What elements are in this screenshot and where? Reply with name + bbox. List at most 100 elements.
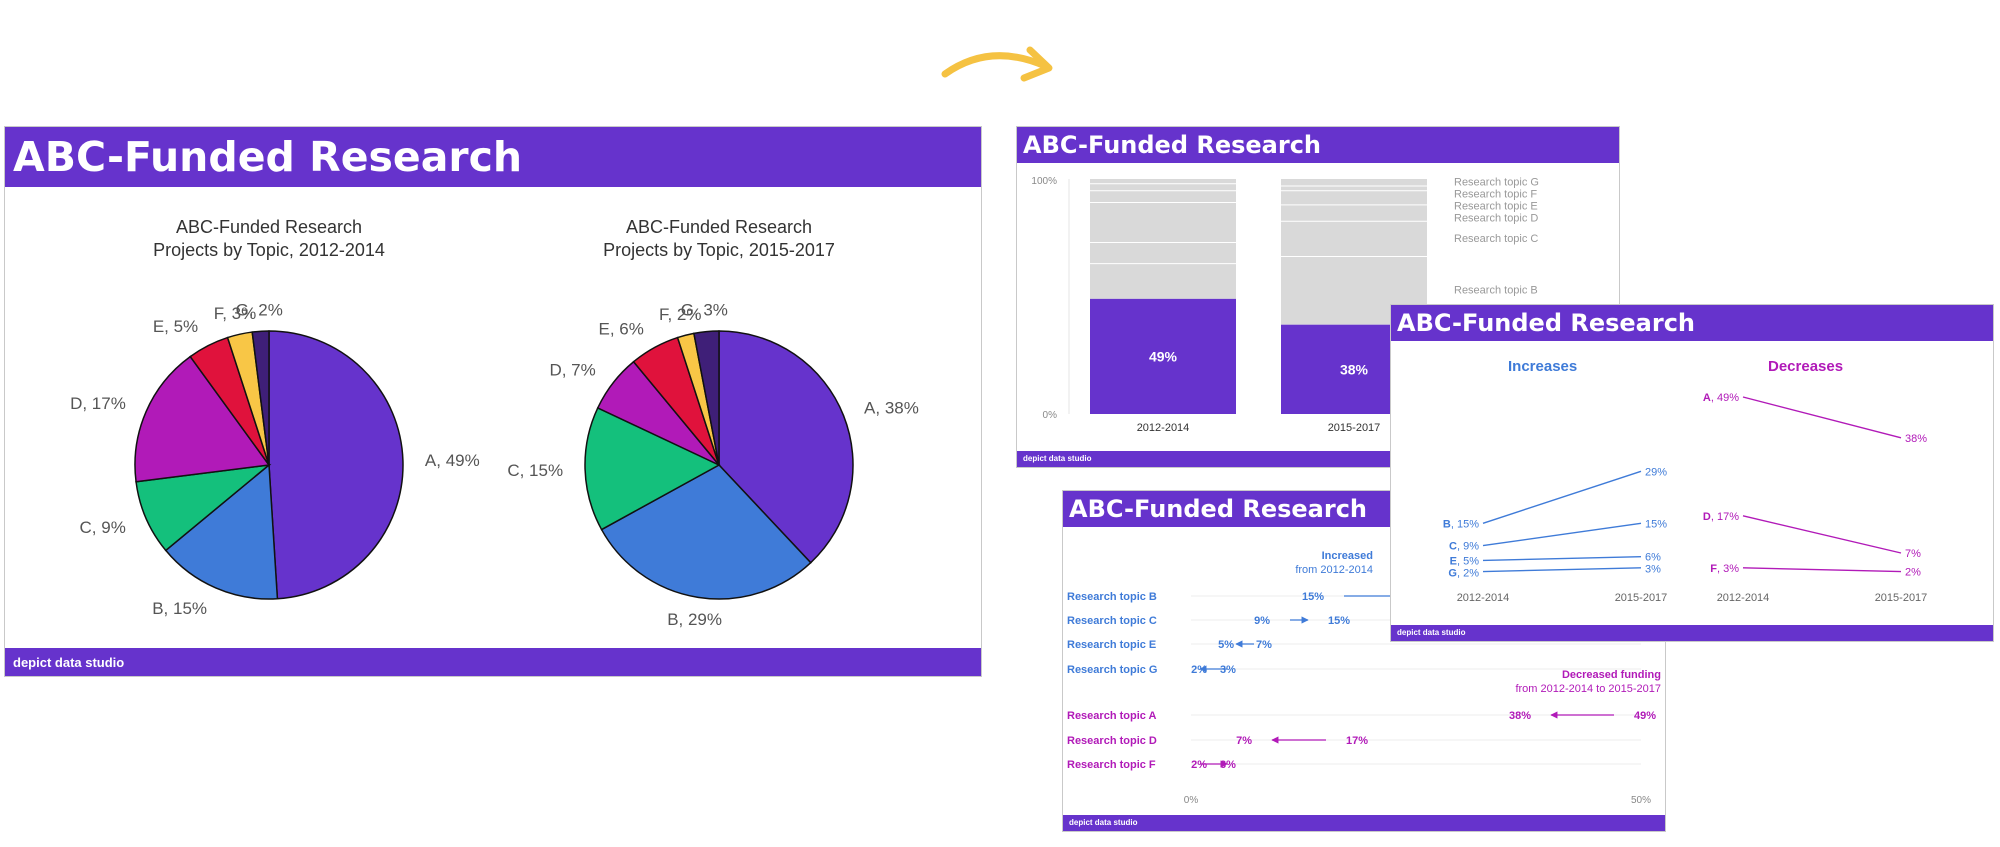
from-value-label: 15% (1302, 591, 1324, 603)
slide-pie-charts: ABC-Funded Research ABC-Funded Research P… (4, 126, 982, 677)
stack-topic-label: Research topic D (1454, 213, 1538, 225)
series-name: F (1710, 563, 1717, 575)
start-value: , 17% (1711, 511, 1739, 523)
series-name: A (1703, 392, 1711, 404)
slope-end-label: 29% (1645, 466, 1667, 478)
slope-start-label: A, 49% (1703, 392, 1739, 404)
bar-value-label: 49% (1149, 348, 1178, 364)
pie-label-e: E, 5% (153, 317, 198, 336)
x-tick-label: 0% (1184, 795, 1199, 806)
slide-footer: depict data studio (1063, 815, 1665, 831)
arrow-dot-chart: Increased from 2012-2014 Decreased funding… (1067, 550, 1661, 806)
x-tick-label: 2012-2014 (1457, 592, 1510, 604)
stack-topic-label: Research topic C (1454, 233, 1538, 245)
to-value-label: 15% (1328, 615, 1350, 627)
slope-end-label: 7% (1905, 548, 1921, 560)
pie-slice-b (600, 464, 812, 600)
decrease-subtitle: from 2012-2014 to 2015-2017 (1515, 683, 1661, 695)
pie-slice-c (584, 406, 721, 531)
x-tick-label: 2015-2017 (1328, 422, 1381, 434)
series-name: E (1450, 555, 1457, 567)
bar-highlight (1090, 298, 1236, 414)
pie-label-b: B, 29% (667, 610, 722, 629)
slide-slope-charts: ABC-Funded Research Increases B, 15% 29% C,… (1390, 304, 1994, 642)
pie-title: ABC-Funded Research (176, 217, 362, 237)
increase-title: Increased (1322, 550, 1373, 562)
pie-slice-a (718, 330, 854, 564)
row-label: Research topic D (1067, 735, 1157, 747)
slope-start-label: G, 2% (1448, 567, 1479, 579)
slope-end-label: 15% (1645, 518, 1667, 530)
row-label: Research topic C (1067, 615, 1157, 627)
bar-value-label: 38% (1340, 361, 1369, 377)
slide-title: ABC-Funded Research (1391, 305, 1993, 341)
pie-label-a: A, 38% (864, 399, 919, 418)
pie-label-b: B, 15% (152, 599, 207, 618)
bar-rest (1090, 179, 1236, 299)
to-value-label: 7% (1256, 639, 1272, 651)
pie-slice-a (268, 330, 404, 600)
y-tick-label: 100% (1031, 176, 1057, 187)
x-tick-label: 2012-2014 (1137, 422, 1190, 434)
slope-start-label: C, 9% (1449, 541, 1479, 553)
start-value: , 2% (1457, 567, 1479, 579)
bar-rest (1281, 179, 1427, 325)
pie-label-e: E, 6% (598, 319, 643, 338)
pie-slice-g (251, 330, 270, 466)
slope-line-b (1482, 470, 1642, 524)
x-tick-label: 2015-2017 (1615, 592, 1668, 604)
pie-label-d: D, 17% (70, 394, 126, 413)
to-value-label: 7% (1236, 735, 1252, 747)
pie-title: ABC-Funded Research (626, 217, 812, 237)
pie-label-f: F, 3% (214, 304, 257, 323)
pie-slice-b (164, 463, 279, 600)
stack-topic-label: Research topic G (1454, 177, 1539, 189)
start-value: , 49% (1711, 392, 1739, 404)
slope-line-d (1742, 515, 1902, 554)
pie-label-d: D, 7% (549, 360, 595, 379)
pie-title: Projects by Topic, 2012-2014 (153, 240, 385, 260)
from-value-label: 17% (1346, 735, 1368, 747)
series-name: G (1448, 567, 1457, 579)
to-value-label: 38% (1509, 710, 1531, 722)
pie-label-a: A, 49% (425, 451, 480, 470)
slope-panel-title: Decreases (1768, 358, 1843, 375)
increase-subtitle: from 2012-2014 (1295, 564, 1373, 576)
slide-title: ABC-Funded Research (5, 127, 981, 187)
start-value: , 3% (1717, 563, 1739, 575)
pie-label-c: C, 15% (507, 461, 563, 480)
y-tick-label: 0% (1043, 410, 1058, 421)
start-value: , 9% (1457, 541, 1479, 553)
slope-line-a (1742, 396, 1902, 439)
row-label: Research topic G (1067, 664, 1157, 676)
slide-footer: depict data studio (1391, 625, 1993, 641)
slope-line-e (1482, 556, 1642, 562)
to-value-label: 3% (1220, 664, 1236, 676)
start-value: , 15% (1451, 518, 1479, 530)
slope-start-label: B, 15% (1443, 518, 1479, 530)
slope-line-f (1742, 567, 1902, 573)
from-value-label: 9% (1254, 615, 1270, 627)
slide-footer: depict data studio (5, 648, 981, 676)
slope-line-c (1482, 522, 1642, 547)
from-value-label: 49% (1634, 710, 1656, 722)
x-tick-label: 2012-2014 (1717, 592, 1770, 604)
stack-topic-label: Research topic E (1454, 201, 1538, 213)
slide-title: ABC-Funded Research (1017, 127, 1619, 163)
pie-label-c: C, 9% (80, 518, 126, 537)
stacked-bar-chart: 100% 0% 49% 2012-2014 38% 2015-2017 Research t… (1031, 176, 1539, 434)
pie-label-g: G, 3% (681, 301, 728, 320)
from-value-label: 2% (1191, 664, 1207, 676)
slope-end-label: 3% (1645, 564, 1661, 576)
from-value-label: 3% (1220, 759, 1236, 771)
pie-slice-d (134, 355, 271, 483)
row-label: Research topic A (1067, 710, 1157, 722)
x-tick-label: 2015-2017 (1875, 592, 1928, 604)
pie-charts: ABC-Funded Research Projects by Topic, 20… (70, 217, 919, 629)
slope-start-label: D, 17% (1703, 511, 1739, 523)
curved-arrow-path (941, 52, 1049, 78)
pie-slice-g (693, 330, 720, 466)
pie-label-g: G, 2% (236, 300, 283, 319)
slope-panel-title: Increases (1508, 358, 1577, 375)
series-name: D (1703, 511, 1711, 523)
